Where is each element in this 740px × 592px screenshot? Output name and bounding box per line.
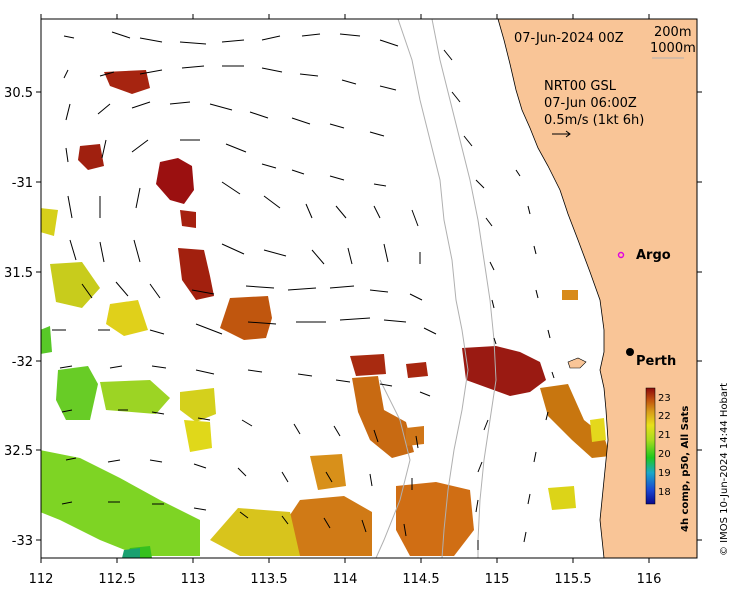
colorbar-tick-label: 19 (658, 468, 671, 479)
sst-patch-orange-8 (406, 426, 424, 446)
y-tick-label: -32 (12, 355, 33, 370)
sst-patch-yellow-3 (548, 486, 576, 510)
vector-row-12 (61, 501, 407, 537)
x-tick-label: 115.5 (554, 572, 591, 587)
sst-colorbar (645, 387, 656, 505)
sst-patch-yellow-5 (184, 420, 212, 452)
colorbar-ticks: 23 22 21 20 19 18 (658, 393, 671, 498)
y-tick-label: 31.5 (4, 266, 33, 281)
x-tick-label: 114.5 (402, 572, 439, 587)
argo-float-marker (617, 251, 625, 259)
sst-patch-yellow-7 (50, 262, 100, 308)
sst-patch-hot-8 (406, 362, 428, 378)
x-tick-label: 112.5 (98, 572, 135, 587)
x-tick-label: 115 (485, 572, 510, 587)
vector-row-7 (81, 281, 423, 301)
sst-patch-yellow-6 (41, 208, 58, 236)
current-scale-label: 0.5m/s (1kt 6h) (544, 113, 644, 128)
sst-patch-hot-3 (104, 70, 150, 94)
rottnest-island (567, 357, 587, 369)
sst-patch-green-3 (100, 380, 170, 414)
sst-patch-orange-4 (280, 496, 372, 556)
perth-label: Perth (636, 354, 676, 369)
vector-row-10 (61, 409, 419, 449)
plot-frame (40, 18, 698, 559)
y-axis (36, 91, 702, 541)
vector-row-5 (67, 181, 419, 227)
sst-patches (41, 70, 610, 558)
x-tick-labels: 112 112.5 113 113.5 114 114.5 115 115.5 … (29, 572, 662, 587)
vector-row-inshore (515, 169, 555, 543)
contour-shelf (375, 379, 411, 558)
current-scale-arrow (552, 130, 571, 138)
y-tick-labels: 30.5 -31 31.5 -32 32.5 -33 (4, 86, 33, 549)
sst-patch-orange-6 (310, 454, 346, 490)
sst-patch-orange-3 (396, 482, 474, 556)
coastline (497, 19, 609, 558)
sst-patch-cyan-1 (122, 548, 140, 558)
colorbar-tick-label: 20 (658, 449, 671, 460)
sst-patch-hot-6 (462, 346, 546, 396)
y-tick-label: -33 (12, 534, 33, 549)
credit-text: © IMOS 10-Jun-2024 14:44 Hobart (719, 383, 730, 556)
y-tick-label: -31 (12, 176, 33, 191)
vector-row-6 (69, 239, 421, 265)
sst-patch-yellow-1 (210, 508, 300, 556)
colorbar-tick-label: 21 (658, 430, 671, 441)
vector-row-shelf (443, 49, 497, 550)
x-tick-label: 116 (637, 572, 662, 587)
bathymetry-contours (375, 19, 497, 558)
vector-row-2 (63, 65, 397, 91)
argo-label: Argo (636, 248, 671, 263)
sst-patch-orange-7 (562, 290, 578, 300)
colorbar-tick-label: 23 (658, 393, 671, 404)
vector-row-9 (59, 365, 431, 397)
vector-row-1 (63, 31, 399, 47)
sst-patch-green-1 (41, 326, 52, 354)
sst-patch-green-2 (56, 366, 98, 420)
sst-patch-hot-4 (178, 248, 214, 300)
sst-patch-hot-2 (78, 144, 104, 170)
x-tick-label: 112 (29, 572, 54, 587)
sst-patch-yellow-8 (590, 418, 606, 442)
current-vectors (52, 31, 555, 550)
x-tick-label: 113 (181, 572, 206, 587)
colorbar-tick-label: 18 (658, 487, 671, 498)
contour-1000m (431, 19, 497, 558)
vector-row-4 (65, 139, 387, 187)
current-product-label: NRT00 GSL (544, 79, 617, 94)
sst-patch-yellow-4 (106, 300, 148, 336)
sst-patch-orange-2 (352, 376, 414, 458)
sst-patch-hot-1 (156, 158, 194, 204)
sst-patch-hot-7 (350, 354, 386, 376)
x-tick-label: 114 (333, 572, 358, 587)
x-tick-label: 113.5 (250, 572, 287, 587)
depth-label-200m: 200m (654, 25, 691, 40)
vector-row-8 (52, 317, 437, 335)
perth-marker (626, 348, 634, 356)
contour-200m (397, 19, 469, 558)
y-tick-label: 32.5 (4, 444, 33, 459)
current-time-label: 07-Jun 06:00Z (544, 96, 637, 111)
colorbar-title: 4h comp, p50, All Sats (680, 406, 691, 532)
x-axis (40, 14, 650, 563)
sst-patch-green-4 (41, 450, 200, 556)
vector-row-3 (65, 101, 385, 137)
depth-label-1000m: 1000m (650, 41, 696, 56)
sst-patch-hot-5 (180, 210, 196, 228)
y-tick-label: 30.5 (4, 86, 33, 101)
sst-patch-orange-1 (220, 296, 272, 340)
sst-patch-yellow-2 (180, 388, 216, 422)
date-label: 07-Jun-2024 00Z (514, 31, 624, 46)
colorbar-tick-label: 22 (658, 411, 671, 422)
vector-row-11 (65, 457, 413, 490)
